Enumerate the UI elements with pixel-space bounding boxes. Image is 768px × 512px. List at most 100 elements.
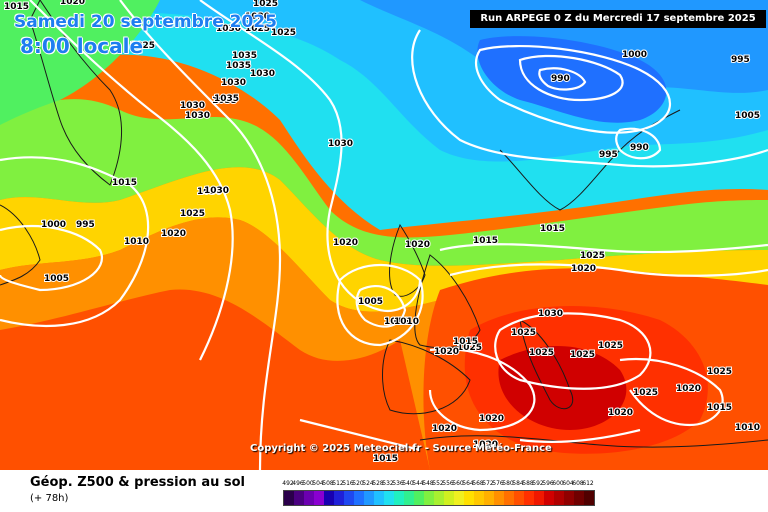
- isobar-1030-atlantic: [119, 0, 282, 470]
- scale-label: 568: [472, 480, 484, 487]
- isobar-990-east: [615, 127, 662, 160]
- isobar-label: 1015: [473, 236, 498, 246]
- scale-swatch: [474, 491, 484, 505]
- isobar-label: 1010: [384, 317, 409, 327]
- scale-swatch: [334, 491, 344, 505]
- scale-label: 496: [292, 480, 304, 487]
- isobar-1020-iberia: [428, 348, 536, 432]
- scale-label: 552: [432, 480, 444, 487]
- isobar-label: 990: [551, 74, 570, 84]
- scale-swatch: [454, 491, 464, 505]
- isobar-label: 1025: [570, 350, 595, 360]
- isobar-labels: 1015 102010251025102510351030103510301025…: [3, 0, 761, 465]
- isobar-1010-north: [411, 29, 768, 168]
- scale-label: 528: [372, 480, 384, 487]
- scale-swatch: [284, 491, 294, 505]
- canada-coast: [0, 204, 41, 286]
- greenland-zone: [0, 0, 160, 125]
- north-africa-coast: [419, 435, 768, 448]
- isobar-label: 1015: [4, 2, 29, 12]
- isobar-label: 1010: [394, 317, 419, 327]
- scale-swatch: [484, 491, 494, 505]
- scale-swatch: [394, 491, 404, 505]
- scale-label: 596: [542, 480, 554, 487]
- scale-swatch: [424, 491, 434, 505]
- isobar-1025-west: [29, 0, 234, 361]
- scale-label: 608: [572, 480, 584, 487]
- isobar-label: 1000: [622, 50, 647, 60]
- isobar-label: 1015: [540, 224, 565, 234]
- isobar-label: 1010: [735, 423, 760, 433]
- isobar-label: 1015: [707, 403, 732, 413]
- scale-label: 592: [532, 480, 544, 487]
- scale-label: 580: [502, 480, 514, 487]
- scale-swatch: [554, 491, 564, 505]
- isobar-990-north: [538, 67, 587, 91]
- isobar-1015-europe: [439, 243, 768, 254]
- italy-coast: [519, 319, 573, 410]
- isobar-label: 1025: [707, 367, 732, 377]
- scale-swatch: [574, 491, 584, 505]
- scale-label: 600: [552, 480, 564, 487]
- isobar-label: 1025: [457, 343, 482, 353]
- isobar-label: 1020: [333, 238, 358, 248]
- isobar-label: 1030: [328, 139, 353, 149]
- isobar-1020-south: [299, 418, 421, 452]
- isobar-label: 1030: [250, 69, 275, 79]
- scale-swatch: [384, 491, 394, 505]
- scale-swatch: [514, 491, 524, 505]
- isobar-label: 1025: [598, 341, 623, 351]
- forecast-hour-label: (+ 78h): [30, 493, 69, 504]
- isobar-label: 1030: [216, 24, 241, 34]
- scale-swatch: [504, 491, 514, 505]
- isobar-label: 990: [630, 143, 649, 153]
- isobar-label: 1025: [529, 348, 554, 358]
- scale-label: 604: [562, 480, 574, 487]
- scale-label: 584: [512, 480, 524, 487]
- scale-swatch: [544, 491, 554, 505]
- color-scale-bar: [283, 490, 595, 506]
- isobar-label: 995: [599, 150, 618, 160]
- scale-label: 548: [422, 480, 434, 487]
- france-coast: [414, 254, 481, 349]
- scale-label: 556: [442, 480, 454, 487]
- scale-swatch: [434, 491, 444, 505]
- isobar-label: 1025: [130, 41, 155, 51]
- isobar-label: 995: [76, 220, 95, 230]
- scale-swatch: [404, 491, 414, 505]
- scale-swatch: [354, 491, 364, 505]
- scale-label: 508: [322, 480, 334, 487]
- isobar-label: 1030: [204, 186, 229, 196]
- isobar-label: 1030: [197, 187, 222, 197]
- isobar-label: 1020: [161, 229, 186, 239]
- british-isles-coast: [389, 223, 426, 297]
- scale-swatch: [534, 491, 544, 505]
- scale-swatch: [374, 491, 384, 505]
- scale-label: 500: [302, 480, 314, 487]
- isobar-label: 1025: [271, 28, 296, 38]
- isobar-1020-balkans: [619, 358, 724, 427]
- scale-label: 576: [492, 480, 504, 487]
- isobar-label: 1025: [180, 209, 205, 219]
- scale-label: 512: [332, 480, 344, 487]
- coastlines: [0, 0, 768, 448]
- isobar-1020-europe: [449, 263, 768, 277]
- isobar-1020-atlantic: [199, 0, 422, 313]
- forecast-date-label: Samedi 20 septembre 2025: [14, 12, 277, 32]
- isobar-label: 1035: [232, 51, 257, 61]
- scale-swatch: [314, 491, 324, 505]
- isobar-label: 1020: [676, 384, 701, 394]
- scale-label: 564: [462, 480, 474, 487]
- isobar-label: 1035: [226, 61, 251, 71]
- scale-swatch: [414, 491, 424, 505]
- scale-swatch: [324, 491, 334, 505]
- isobar-1025-alps: [494, 312, 652, 390]
- scale-swatch: [464, 491, 474, 505]
- scale-label: 588: [522, 480, 534, 487]
- map-canvas: 1015 102010251025102510351030103510301025…: [0, 0, 768, 470]
- isobar-label: 1035: [212, 96, 237, 106]
- isobar-1005-west: [0, 156, 150, 328]
- scale-label: 520: [352, 480, 364, 487]
- scale-swatch: [364, 491, 374, 505]
- scale-swatch: [584, 491, 594, 505]
